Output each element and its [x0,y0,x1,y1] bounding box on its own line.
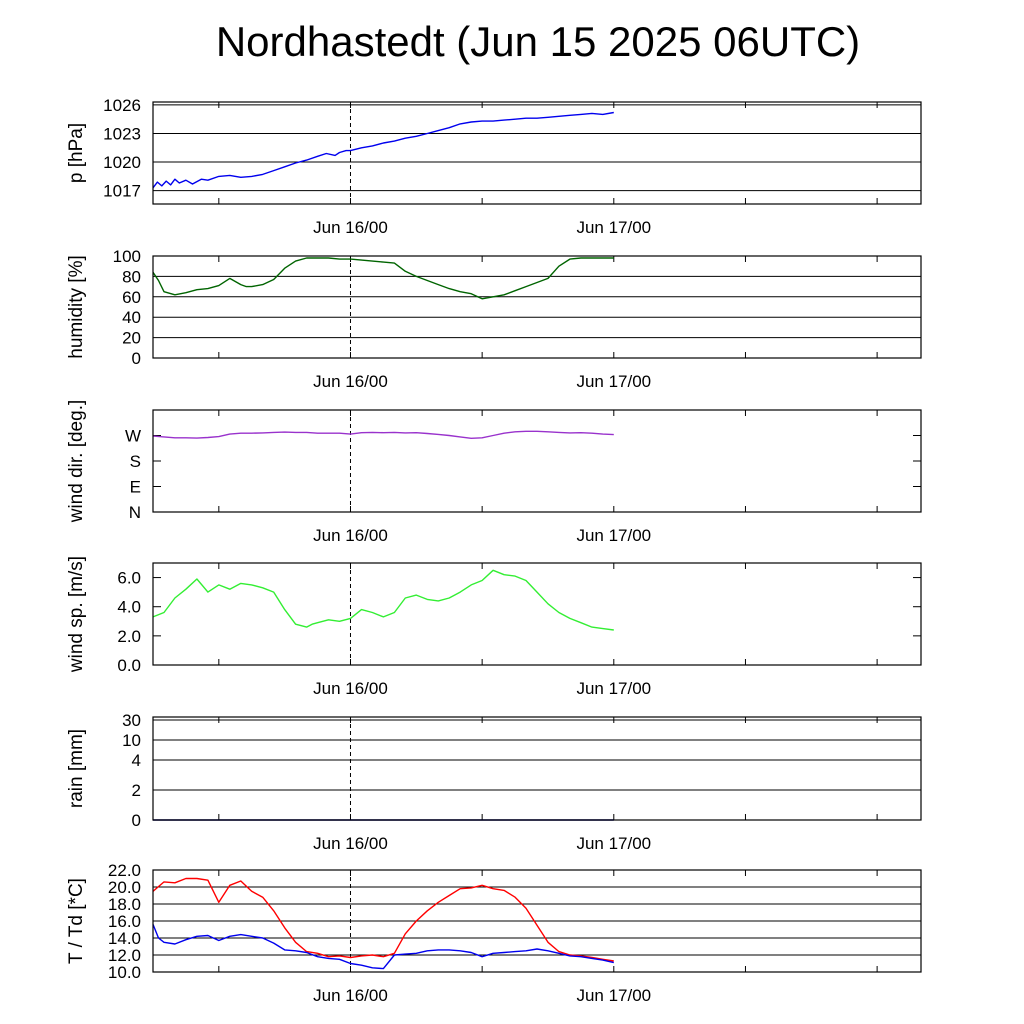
y-tick-label: 4.0 [117,598,141,617]
y-axis-label: wind sp. [m/s] [66,556,87,673]
series-line-0 [152,569,614,631]
y-tick-label: 100 [113,247,141,266]
x-tick-label: Jun 16/00 [313,218,388,237]
y-tick-label: 4 [132,751,141,770]
plot-frame [152,716,922,821]
y-tick-label: 2.0 [117,627,141,646]
y-axis-label: T / Td [*C] [66,878,87,964]
x-tick-label: Jun 17/00 [576,986,651,1005]
plot-frame [152,409,922,513]
y-tick-label: 22.0 [108,861,141,880]
plot-frame [152,562,922,666]
y-tick-label: 20.0 [108,878,141,897]
y-tick-label: 6.0 [117,569,141,588]
x-tick-label: Jun 16/00 [313,372,388,391]
y-tick-label: 20 [122,329,141,348]
y-tick-label: 1023 [103,124,141,143]
y-tick-label: 10.0 [108,963,141,982]
x-tick-label: Jun 16/00 [313,834,388,853]
series-line-0 [152,430,614,439]
x-tick-label: Jun 17/00 [576,218,651,237]
y-tick-label: S [130,452,141,471]
x-tick-label: Jun 17/00 [576,679,651,698]
y-tick-label: 12.0 [108,946,141,965]
x-tick-label: Jun 17/00 [576,526,651,545]
x-tick-label: Jun 16/00 [313,526,388,545]
y-tick-label: W [125,427,141,446]
y-tick-label: 10 [122,731,141,750]
y-tick-label: 2 [132,781,141,800]
x-tick-label: Jun 16/00 [313,679,388,698]
plot-frame [152,101,922,205]
y-tick-label: 14.0 [108,929,141,948]
series-line-0 [152,257,614,300]
x-tick-label: Jun 16/00 [313,986,388,1005]
y-tick-label: 80 [122,267,141,286]
y-tick-label: 18.0 [108,895,141,914]
y-axis-label: rain [mm] [66,729,87,808]
y-tick-label: 30 [122,711,141,730]
y-tick-label: 0 [132,811,141,830]
series-line-1 [152,924,614,970]
plot-frame [152,255,922,359]
y-axis-label: wind dir. [deg.] [66,400,87,524]
y-tick-label: 1026 [103,96,141,115]
y-axis-label: p [hPa] [66,123,87,183]
chart-title: Nordhastedt (Jun 15 2025 06UTC) [215,18,861,65]
y-tick-label: 0 [132,349,141,368]
y-axis-label: humidity [%] [66,255,87,358]
x-tick-label: Jun 17/00 [576,834,651,853]
plot-frame [152,869,922,973]
y-tick-label: 16.0 [108,912,141,931]
y-tick-label: 1017 [103,182,141,201]
y-tick-label: 60 [122,288,141,307]
series-line-0 [152,111,614,189]
y-tick-label: 40 [122,308,141,327]
y-tick-label: E [130,478,141,497]
y-tick-label: 1020 [103,153,141,172]
y-tick-label: 0.0 [117,656,141,675]
series-line-0 [152,877,614,962]
y-tick-label: N [129,503,141,522]
x-tick-label: Jun 17/00 [576,372,651,391]
